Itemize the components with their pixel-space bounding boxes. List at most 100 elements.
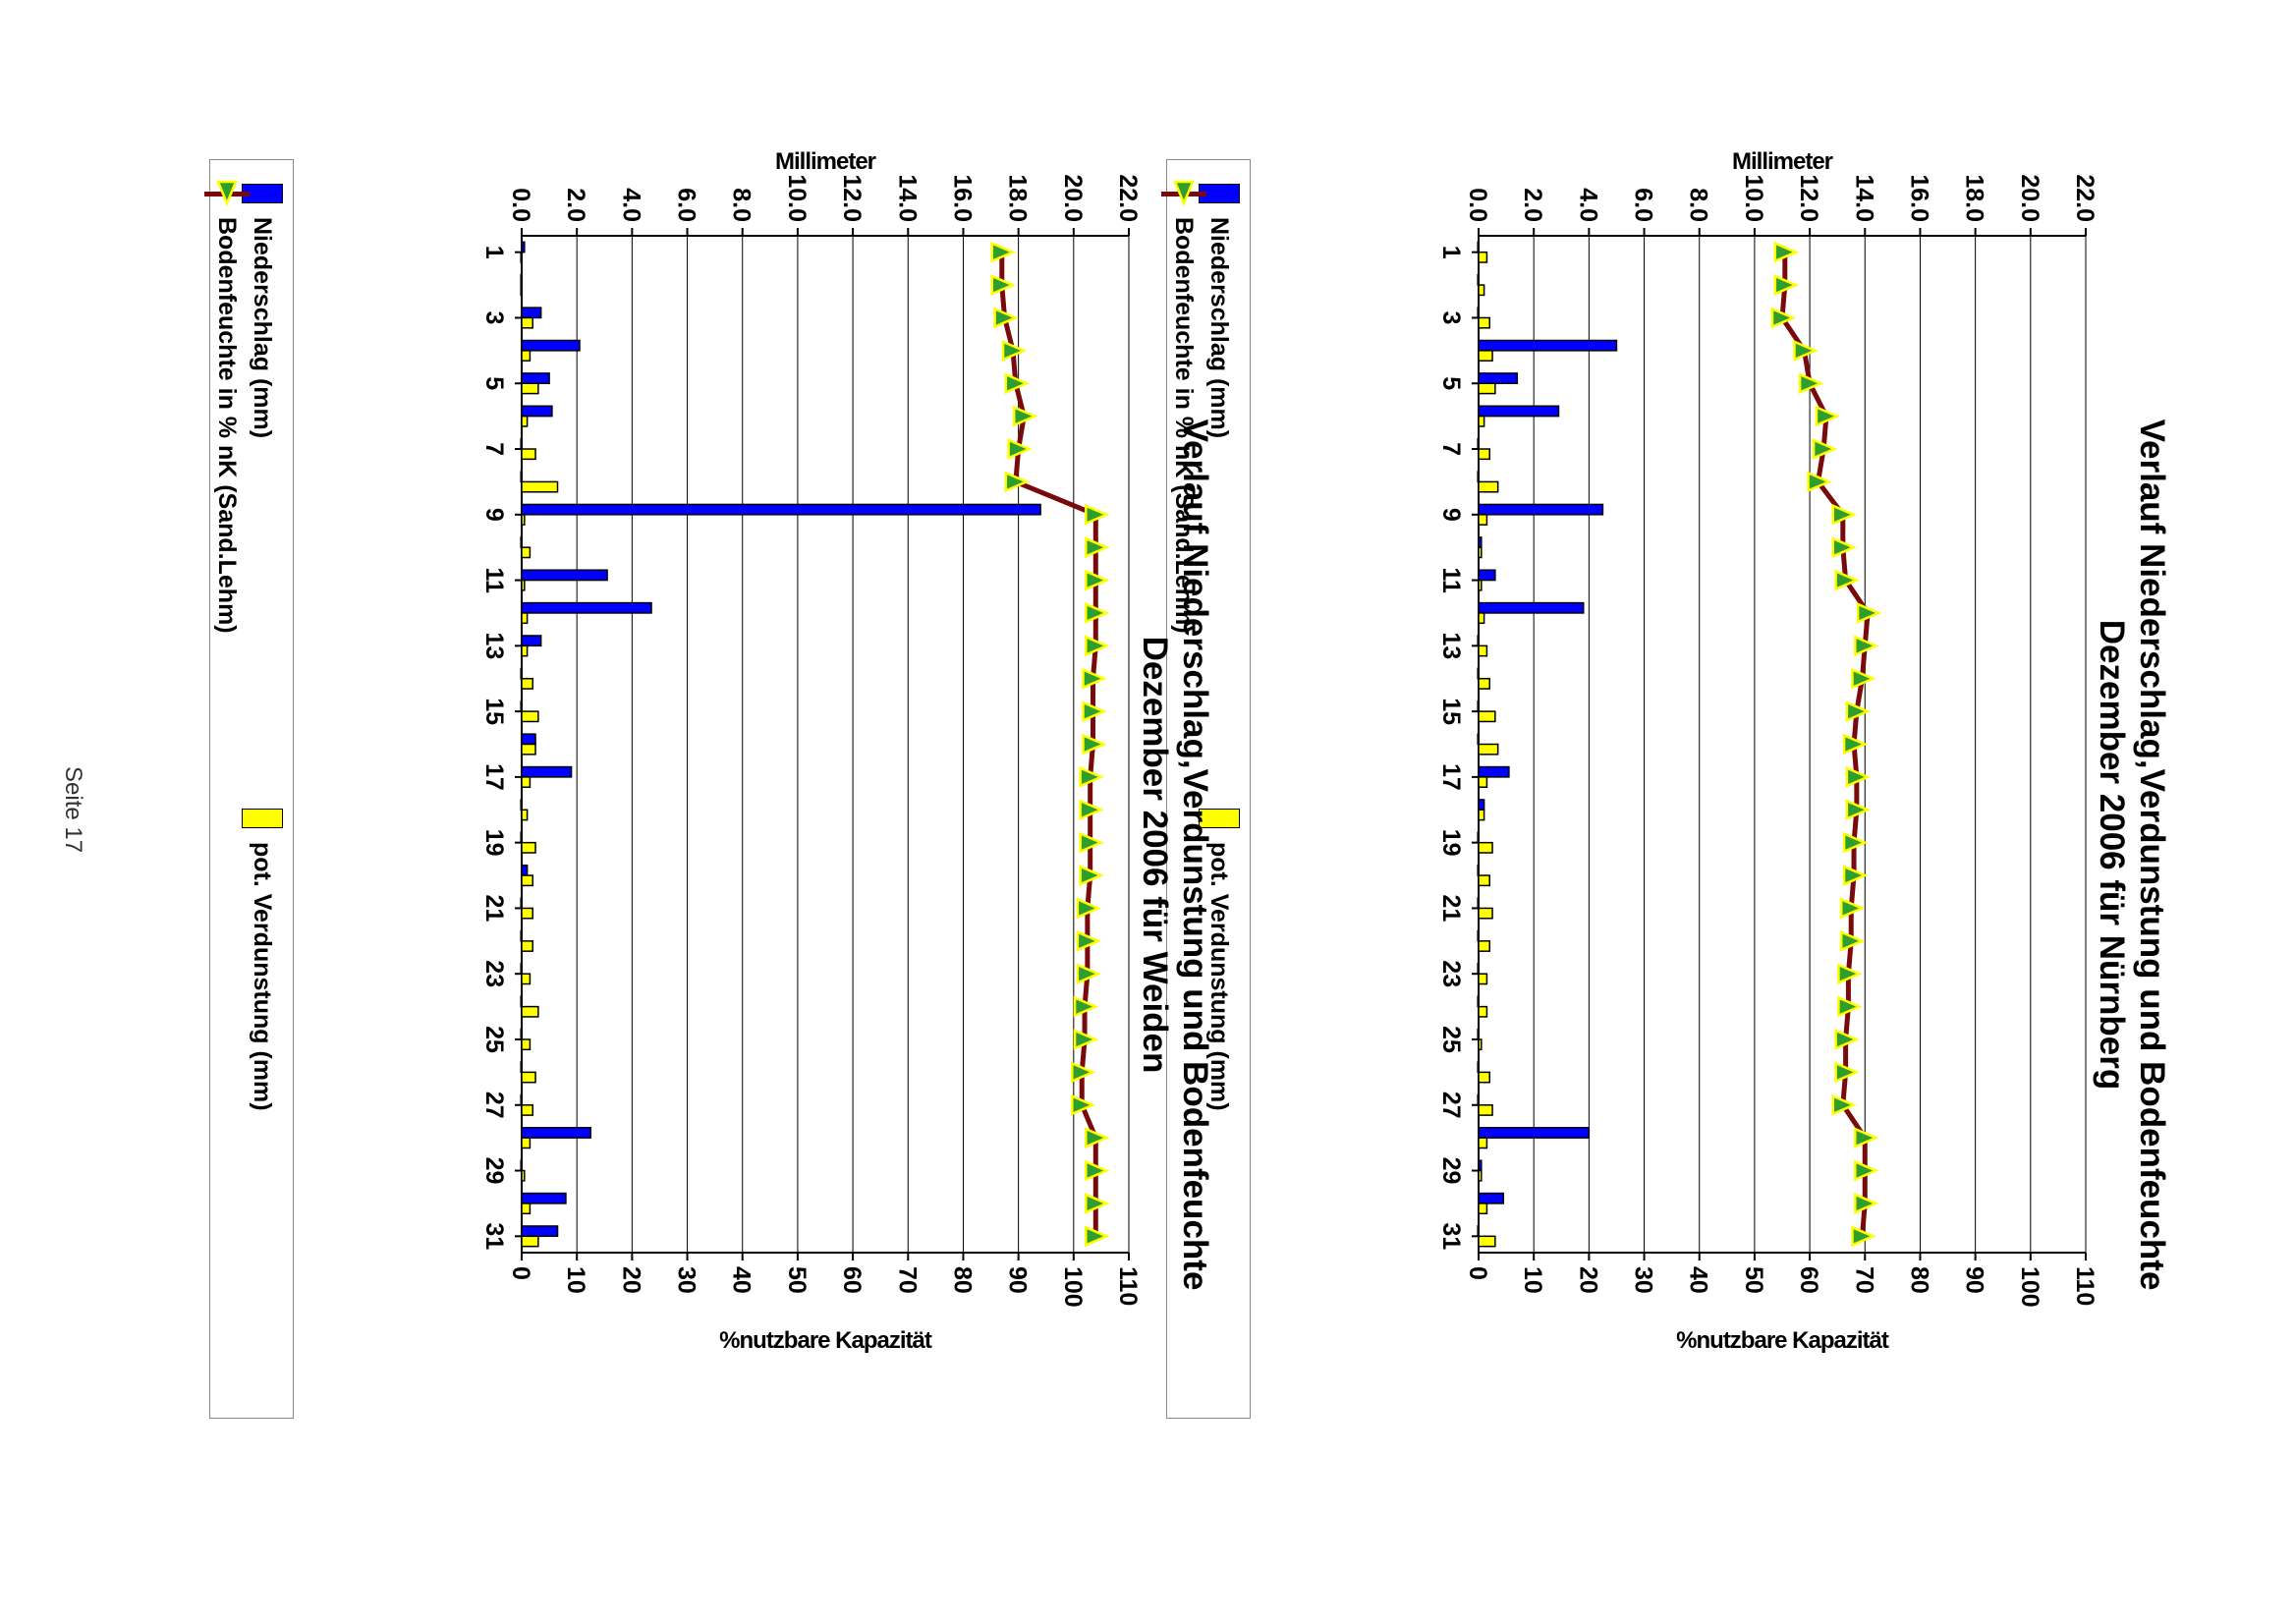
precip-bar: [521, 1192, 567, 1204]
soil-moisture-marker: [1851, 667, 1876, 690]
x-tick-label: 25: [480, 1026, 508, 1053]
left-axis-title: Millimeter: [775, 148, 876, 175]
x-tick-label: 3: [480, 311, 508, 325]
right-tick-label: 50: [783, 1266, 811, 1294]
soil-moisture-marker: [1831, 536, 1857, 559]
x-tick-label: 13: [480, 632, 508, 659]
evap-bar: [521, 1203, 532, 1215]
soil-moisture-marker: [1807, 471, 1832, 493]
evap-bar: [1478, 1203, 1488, 1215]
precip-bar: [521, 307, 542, 319]
evap-bar: [1478, 1038, 1483, 1051]
left-tick-label: 12.0: [1795, 174, 1822, 222]
right-tick-label: 70: [893, 1266, 921, 1294]
right-tick-label: 30: [1630, 1266, 1657, 1294]
evap-bar: [521, 907, 533, 920]
chart-legend: Niederschlag (mm) pot. Verdunstung (mm) …: [1161, 159, 1251, 1419]
right-tick-label: 40: [728, 1266, 756, 1294]
right-tick-label: 60: [838, 1266, 866, 1294]
precip-bar: [520, 963, 523, 975]
evap-bar: [1478, 809, 1485, 821]
soil-moisture-marker: [1834, 1029, 1860, 1050]
soil-moisture-marker: [990, 274, 1016, 296]
page-number: Seite 17: [60, 766, 86, 854]
soil-moisture-marker: [1079, 865, 1104, 886]
precip-bar: [520, 667, 523, 680]
right-tick-label: 20: [617, 1266, 644, 1294]
left-tick-label: 6.0: [673, 188, 700, 222]
evap-bar: [520, 284, 523, 297]
evap-bar: [521, 940, 533, 952]
evap-bar: [1478, 907, 1493, 920]
evap-bar: [521, 612, 529, 625]
x-tick-label: 15: [1437, 698, 1465, 725]
precip-bar: [1478, 1192, 1505, 1204]
precip-bar: [1477, 437, 1480, 450]
x-tick-label: 27: [480, 1092, 508, 1119]
precip-bar: [520, 471, 523, 483]
soil-moisture-marker: [1082, 733, 1107, 756]
left-tick-label: 14.0: [1850, 174, 1877, 222]
precip-bar: [1477, 241, 1480, 253]
x-tick-label: 9: [480, 508, 508, 522]
right-tick-label: 60: [1795, 1266, 1822, 1294]
precip-bar: [1478, 569, 1496, 582]
precip-bar: [1477, 471, 1480, 483]
left-tick-label: 14.0: [893, 174, 921, 222]
right-axis-title: %nutzbare Kapazität: [1676, 1327, 1889, 1354]
right-tick-label: 90: [1004, 1266, 1032, 1294]
precip-bar: [520, 929, 523, 942]
evap-bar: [1478, 546, 1483, 559]
precip-bar: [520, 1159, 523, 1172]
left-tick-label: 4.0: [617, 188, 644, 222]
precip-bar: [1478, 765, 1510, 778]
legend-swatch-evap: [242, 809, 283, 828]
soil-moisture-marker: [1851, 1225, 1876, 1248]
soil-moisture-marker: [1842, 831, 1869, 854]
left-tick-label: 0.0: [507, 188, 534, 222]
precip-bar: [1477, 733, 1480, 746]
soil-moisture-marker: [1831, 503, 1857, 526]
evap-bar: [1478, 973, 1488, 985]
soil-moisture-marker: [1085, 1159, 1110, 1182]
precip-bar: [520, 831, 523, 844]
precip-bar: [1478, 601, 1585, 614]
soil-moisture-marker: [1773, 274, 1799, 296]
x-tick-label: 31: [480, 1222, 508, 1250]
x-tick-label: 23: [1437, 960, 1465, 987]
precip-bar: [520, 536, 523, 548]
evap-bar: [521, 710, 539, 723]
soil-moisture-marker: [1076, 963, 1102, 985]
soil-moisture-marker: [1085, 569, 1110, 591]
evap-bar: [521, 1005, 539, 1018]
x-tick-label: 9: [1437, 508, 1465, 522]
precip-bar: [521, 1127, 591, 1139]
x-tick-label: 11: [480, 567, 508, 593]
x-tick-label: 1: [480, 246, 508, 259]
precip-bar: [521, 601, 652, 614]
evap-bar: [1478, 382, 1496, 395]
soil-moisture-marker: [1834, 1061, 1860, 1084]
left-tick-label: 10.0: [783, 174, 811, 222]
soil-moisture-marker: [1082, 700, 1107, 723]
chart-plot: 0.0 2.0 4.0 6.0 8.0 10.0 12.0 14.0 16.0 18.0 20.0 2…: [1437, 148, 2099, 1354]
evap-bar: [521, 1038, 532, 1051]
evap-bar: [1478, 350, 1493, 362]
soil-moisture-marker: [1856, 602, 1882, 624]
soil-moisture-marker: [1842, 865, 1869, 886]
soil-moisture-marker: [1812, 438, 1838, 460]
x-tick-label: 29: [480, 1157, 508, 1185]
evap-bar: [520, 251, 523, 263]
precip-bar: [521, 864, 529, 876]
precip-bar: [520, 799, 523, 812]
x-tick-label: 15: [480, 698, 508, 725]
x-tick-label: 19: [480, 829, 508, 857]
precip-bar: [1478, 339, 1618, 352]
precip-bar: [1477, 635, 1480, 647]
soil-moisture-marker: [1085, 1225, 1110, 1248]
evap-bar: [1478, 316, 1490, 329]
chart-weiden: Verlauf Niederschlag,Verdunstung und Bod…: [204, 147, 1237, 1562]
precip-bar: [520, 1028, 523, 1040]
evap-bar: [521, 382, 539, 395]
precip-bar: [521, 733, 536, 746]
